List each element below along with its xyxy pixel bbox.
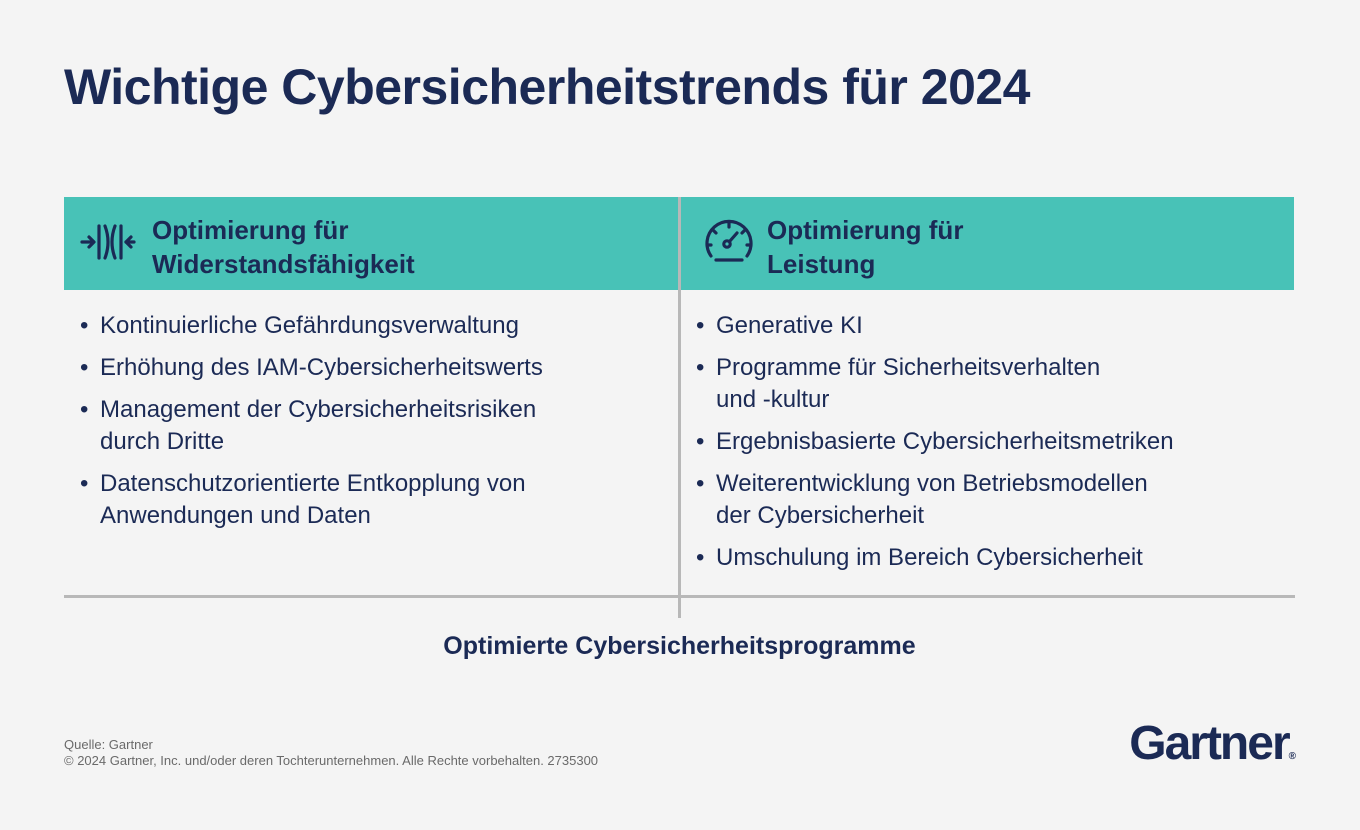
source-note: Quelle: Gartner [64,737,153,752]
list-item: • Programme für Sicherheitsverhalten und… [696,354,1101,413]
list-item: • Kontinuierliche Gefährdungsverwaltung [80,310,650,342]
list-item: • Management der Cybersicherheitsrisiken… [80,396,537,455]
bullet-point: • [696,544,705,571]
bullet-point: • [80,470,89,497]
bullet-point: • [696,470,705,497]
copyright-note: © 2024 Gartner, Inc. und/oder deren Toch… [64,753,599,768]
bullet-point: • [696,354,705,381]
column-header-resilience: Optimierung für Widerstandsfähigkeit [64,197,678,290]
list-item: • Umschulung im Bereich Cybersicherheit [696,542,1276,574]
column-heading-resilience: Optimierung für Widerstandsfähigkeit [152,215,415,279]
bullet-point: • [80,354,89,381]
compress-arrows-icon [80,224,136,260]
bullet-point: • [696,428,705,455]
list-item: • Generative KI [696,310,1276,342]
vertical-divider [678,197,681,618]
bullet-point: • [80,312,89,339]
page-title: Wichtige Cybersicherheitstrends für 2024 [64,59,1031,115]
list-item: • Ergebnisbasierte Cybersicherheitsmetri… [696,426,1276,458]
speedometer-icon [705,219,753,262]
list-item: • Weiterentwicklung von Betriebsmodellen… [696,470,1148,529]
gartner-logo: Gartner® [1129,717,1296,770]
column-header-performance: Optimierung für Leistung [681,197,1294,290]
list-item: • Erhöhung des IAM-Cybersicherheitswerts [80,352,650,384]
footer: Quelle: Gartner © 2024 Gartner, Inc. und… [64,737,598,769]
resilience-trend-list: • Kontinuierliche Gefährdungsverwaltung … [80,310,650,542]
horizontal-divider [64,595,1295,598]
bullet-point: • [80,396,89,423]
performance-trend-list: • Generative KI • Programme für Sicherhe… [696,310,1276,584]
bottom-label: Optimierte Cybersicherheitsprogramme [443,632,916,660]
list-item: • Datenschutzorientierte Entkopplung von… [80,470,526,529]
column-heading-performance: Optimierung für Leistung [767,215,964,279]
bullet-point: • [696,312,705,339]
